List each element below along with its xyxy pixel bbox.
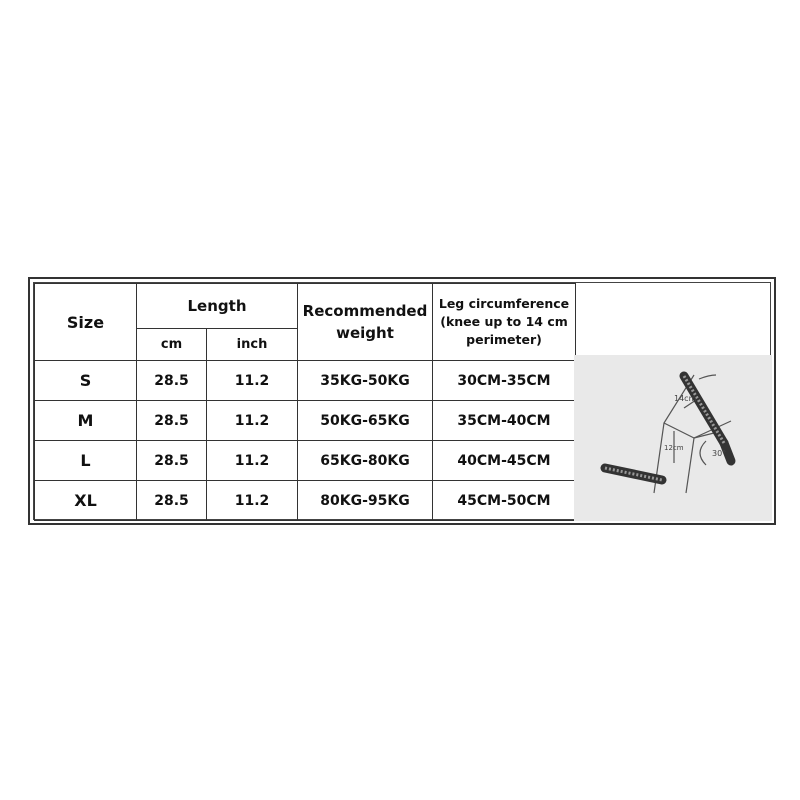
header-weight: Recommended weight xyxy=(297,283,433,361)
cell-leg: 35CM-40CM xyxy=(432,400,576,441)
size-chart: Size Length Recommended weight Leg circu… xyxy=(28,277,776,525)
cell-weight: 65KG-80KG xyxy=(297,440,433,481)
header-size: Size xyxy=(34,283,137,361)
header-inch: inch xyxy=(206,328,298,361)
table-row: M 28.5 11.2 50KG-65KG 35CM-40CM xyxy=(34,400,576,441)
header-leg-line1: Leg circumference xyxy=(438,296,570,311)
cell-weight: 50KG-65KG xyxy=(297,400,433,441)
header-leg-line3: perimeter) xyxy=(466,332,542,347)
table-row: S 28.5 11.2 35KG-50KG 30CM-35CM xyxy=(34,360,576,401)
cell-weight: 80KG-95KG xyxy=(297,480,433,521)
size-chart-inner: Size Length Recommended weight Leg circu… xyxy=(33,282,772,523)
cell-leg: 45CM-50CM xyxy=(432,480,576,521)
knee-diagram: 14cm 12cm 30° xyxy=(574,283,772,523)
cell-cm: 28.5 xyxy=(136,400,207,441)
knee-measure-illustration: 14cm 12cm 30° xyxy=(600,371,736,494)
cell-inch: 11.2 xyxy=(206,440,298,481)
angle-label: 30° xyxy=(712,449,726,458)
cell-size: XL xyxy=(34,480,137,521)
cell-size: L xyxy=(34,440,137,481)
lower-measure-label: 12cm xyxy=(664,444,684,452)
table-row: L 28.5 11.2 65KG-80KG 40CM-45CM xyxy=(34,440,576,481)
cell-cm: 28.5 xyxy=(136,480,207,521)
cell-inch: 11.2 xyxy=(206,480,298,521)
cell-leg: 40CM-45CM xyxy=(432,440,576,481)
cell-inch: 11.2 xyxy=(206,400,298,441)
table-row: XL 28.5 11.2 80KG-95KG 45CM-50CM xyxy=(34,480,576,521)
header-cm: cm xyxy=(136,328,207,361)
cell-weight: 35KG-50KG xyxy=(297,360,433,401)
header-length: Length xyxy=(136,283,298,329)
cell-cm: 28.5 xyxy=(136,440,207,481)
header-weight-line2: weight xyxy=(336,324,394,342)
header-leg: Leg circumference (knee up to 14 cm peri… xyxy=(432,283,576,361)
cell-cm: 28.5 xyxy=(136,360,207,401)
cell-leg: 30CM-35CM xyxy=(432,360,576,401)
cell-size: S xyxy=(34,360,137,401)
cell-inch: 11.2 xyxy=(206,360,298,401)
cell-size: M xyxy=(34,400,137,441)
upper-measure-label: 14cm xyxy=(674,394,697,403)
header-weight-line1: Recommended xyxy=(302,302,428,320)
diagram-background xyxy=(574,355,772,521)
header-leg-line2: (knee up to 14 cm xyxy=(440,314,568,329)
size-table: Size Length Recommended weight Leg circu… xyxy=(34,283,576,521)
